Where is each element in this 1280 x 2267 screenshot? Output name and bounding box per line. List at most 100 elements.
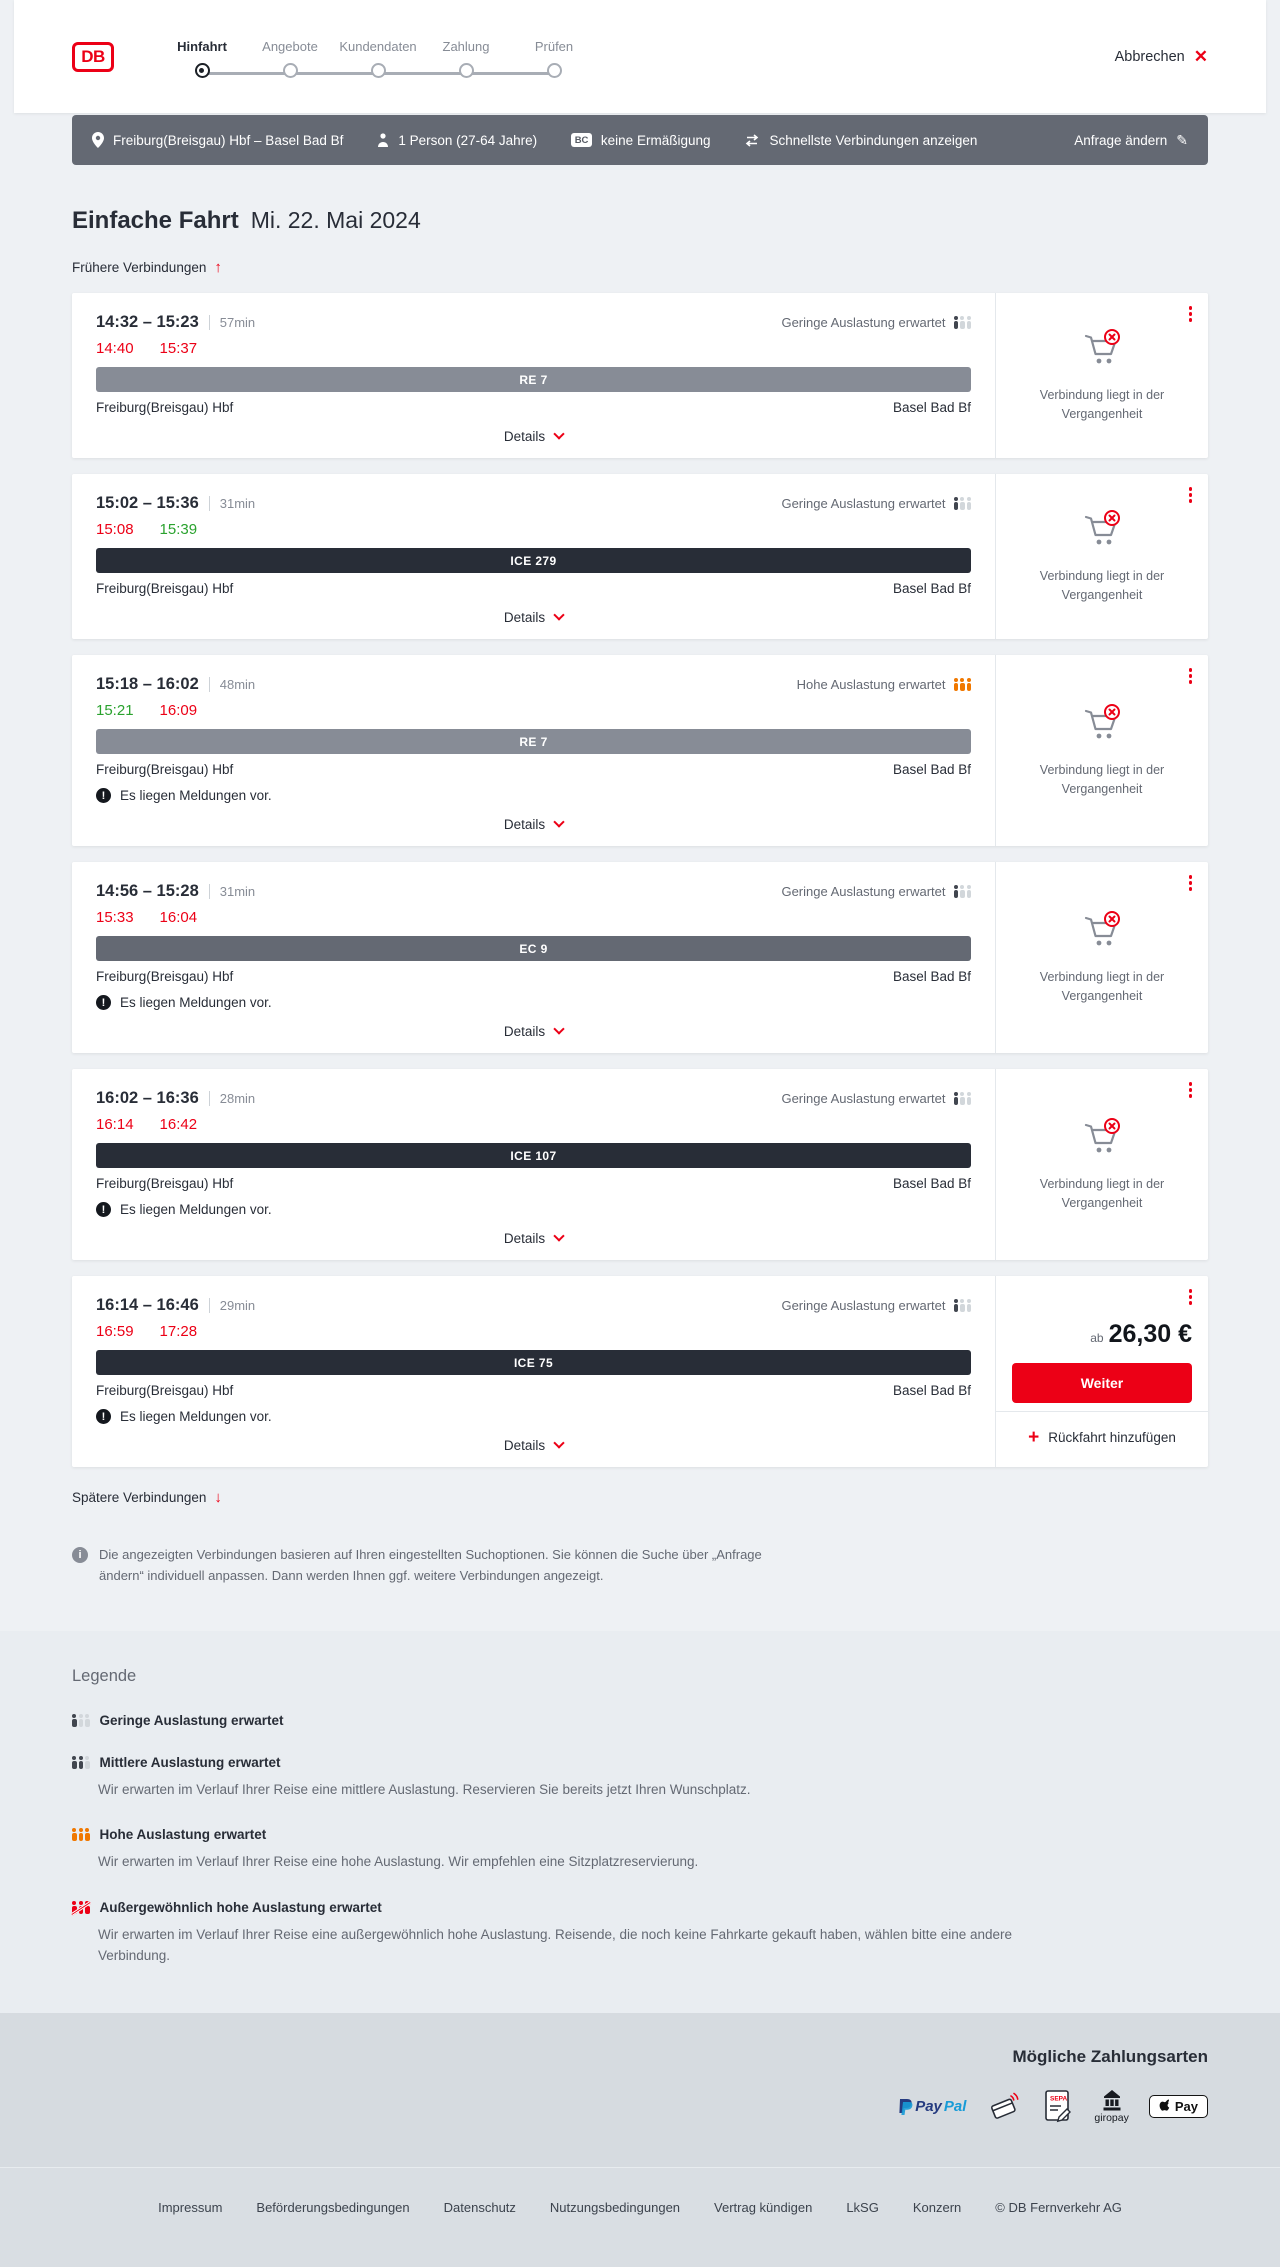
alert-icon: !: [96, 1202, 111, 1217]
top-header: DB Hinfahrt Angebote Kundendaten Zahlung…: [14, 0, 1266, 113]
connection-aside: Verbindung liegt in der Vergangenheit: [995, 862, 1208, 1053]
duration: 28min: [219, 1091, 256, 1106]
travelers-summary: 1 Person (27-64 Jahre): [377, 133, 537, 148]
arrow-down-icon: ↓: [214, 1489, 222, 1506]
add-return-button[interactable]: + Rückfahrt hinzufügen: [996, 1411, 1208, 1453]
earlier-connections-link[interactable]: Frühere Verbindungen ↑: [72, 259, 222, 276]
legend-title: Legende: [72, 1666, 137, 1685]
payment-methods: Pay Pal SEPA giropay Pay: [897, 2089, 1208, 2125]
footer-link-lksg[interactable]: LkSG: [846, 2199, 879, 2215]
connection-card: 16:14 – 16:46 29min Geringe Auslastung e…: [72, 1276, 1208, 1467]
connection-message: ! Es liegen Meldungen vor.: [96, 995, 971, 1010]
destination-station: Basel Bad Bf: [892, 581, 971, 596]
step-dot: [546, 63, 562, 78]
occupancy-indicator: Geringe Auslastung erwartet: [781, 315, 971, 330]
origin-station: Freiburg(Breisgau) Hbf: [96, 762, 234, 777]
more-options-icon[interactable]: [1188, 1289, 1192, 1305]
realtime-arrival: 15:37: [159, 340, 198, 357]
realtime-departure: 14:40: [96, 340, 134, 357]
edit-request-button[interactable]: Anfrage ändern ✎: [1074, 131, 1188, 148]
more-options-icon[interactable]: [1188, 306, 1192, 322]
step-angebote[interactable]: Angebote: [246, 39, 334, 78]
past-connection-note: Verbindung liegt in der Vergangenheit: [1039, 568, 1165, 602]
footer-link-impressum[interactable]: Impressum: [158, 2199, 223, 2215]
connection-card: 15:18 – 16:02 48min Hohe Auslastung erwa…: [72, 655, 1208, 846]
progress-steps: Hinfahrt Angebote Kundendaten Zahlung Pr…: [158, 39, 598, 78]
footer-copyright: © DB Fernverkehr AG: [995, 2199, 1122, 2215]
footer: Impressum Beförderungsbedingungen Datens…: [0, 2166, 1280, 2267]
planned-times: 14:32 – 15:23: [96, 313, 199, 331]
connection-card: 14:32 – 15:23 57min Geringe Auslastung e…: [72, 293, 1208, 458]
train-segment-bar: ICE 279: [96, 548, 971, 573]
legend-item: Mittlere Auslastung erwartet Wir erwarte…: [72, 1755, 1208, 1801]
realtime-times: 16:14 16:42: [96, 1116, 971, 1133]
search-options-note: i Die angezeigten Verbindungen basieren …: [72, 1545, 792, 1587]
occupancy-low-icon: [954, 1092, 972, 1105]
person-icon: [378, 133, 389, 147]
details-toggle[interactable]: Details: [96, 609, 971, 625]
details-toggle[interactable]: Details: [96, 1023, 971, 1039]
past-connection-note: Verbindung liegt in der Vergangenheit: [1039, 762, 1165, 796]
apple-pay-icon: Pay: [1148, 2095, 1208, 2119]
more-options-icon[interactable]: [1188, 875, 1192, 891]
page-title: Einfache Fahrt Mi. 22. Mai 2024: [72, 207, 1208, 235]
occupancy-low-icon: [954, 885, 972, 898]
details-toggle[interactable]: Details: [96, 816, 971, 832]
details-toggle[interactable]: Details: [96, 1230, 971, 1246]
step-dot: [370, 63, 386, 78]
trip-type: Einfache Fahrt: [72, 207, 239, 234]
footer-link-vertrag-kuendigen[interactable]: Vertrag kündigen: [714, 2199, 813, 2215]
occupancy-indicator: Geringe Auslastung erwartet: [781, 1298, 971, 1313]
destination-station: Basel Bad Bf: [892, 400, 971, 415]
step-dot-active: [194, 63, 210, 78]
discount-summary: BC keine Ermäßigung: [571, 133, 710, 148]
footer-link-nutzungsbedingungen[interactable]: Nutzungsbedingungen: [549, 2199, 681, 2215]
footer-link-befoerderungsbedingungen[interactable]: Beförderungsbedingungen: [256, 2199, 410, 2215]
realtime-times: 16:59 17:28: [96, 1323, 971, 1340]
realtime-times: 15:21 16:09: [96, 702, 971, 719]
chevron-down-icon: [553, 1437, 565, 1449]
price-amount: 26,30 €: [1108, 1320, 1192, 1348]
details-toggle[interactable]: Details: [96, 1437, 971, 1453]
connection-card: 15:02 – 15:36 31min Geringe Auslastung e…: [72, 474, 1208, 639]
occupancy-low-icon: [954, 1299, 972, 1312]
footer-link-datenschutz[interactable]: Datenschutz: [443, 2199, 516, 2215]
connection-message: ! Es liegen Meldungen vor.: [96, 788, 971, 803]
train-segment-bar: RE 7: [96, 729, 971, 754]
destination-station: Basel Bad Bf: [892, 1176, 971, 1191]
chevron-down-icon: [553, 428, 565, 440]
more-options-icon[interactable]: [1188, 1082, 1192, 1098]
connection-message: ! Es liegen Meldungen vor.: [96, 1409, 971, 1424]
continue-button[interactable]: Weiter: [1012, 1363, 1192, 1403]
past-connection-note: Verbindung liegt in der Vergangenheit: [1039, 1176, 1165, 1210]
planned-times: 16:02 – 16:36: [96, 1089, 199, 1107]
footer-link-konzern[interactable]: Konzern: [912, 2199, 962, 2215]
step-kundendaten[interactable]: Kundendaten: [334, 39, 422, 78]
step-hinfahrt[interactable]: Hinfahrt: [158, 39, 246, 78]
later-connections-link[interactable]: Spätere Verbindungen ↓: [72, 1489, 222, 1506]
details-toggle[interactable]: Details: [96, 428, 971, 444]
occupancy-indicator: Geringe Auslastung erwartet: [781, 884, 971, 899]
realtime-arrival: 17:28: [159, 1323, 198, 1340]
realtime-times: 15:08 15:39: [96, 521, 971, 538]
realtime-arrival: 16:04: [159, 909, 198, 926]
more-options-icon[interactable]: [1188, 668, 1192, 684]
alert-icon: !: [96, 1409, 111, 1424]
step-pruefen[interactable]: Prüfen: [510, 39, 598, 78]
connection-aside: Verbindung liegt in der Vergangenheit: [995, 1069, 1208, 1260]
origin-station: Freiburg(Breisgau) Hbf: [96, 581, 234, 596]
more-options-icon[interactable]: [1188, 487, 1192, 503]
svg-text:SEPA: SEPA: [1050, 2095, 1068, 2102]
realtime-times: 14:40 15:37: [96, 340, 971, 357]
legend-section: Legende Geringe Auslastung erwartet Mitt…: [0, 1630, 1280, 2013]
realtime-arrival: 15:39: [159, 521, 198, 538]
occupancy-indicator: Geringe Auslastung erwartet: [781, 1091, 971, 1106]
step-dot: [282, 63, 298, 78]
train-segment-bar: ICE 107: [96, 1143, 971, 1168]
origin-station: Freiburg(Breisgau) Hbf: [96, 400, 234, 415]
step-zahlung[interactable]: Zahlung: [422, 39, 510, 78]
connection-card: 14:56 – 15:28 31min Geringe Auslastung e…: [72, 862, 1208, 1053]
search-summary-bar: Freiburg(Breisgau) Hbf – Basel Bad Bf 1 …: [72, 115, 1208, 165]
cancel-button[interactable]: Abbrechen ✕: [1114, 46, 1208, 66]
destination-station: Basel Bad Bf: [892, 1383, 971, 1398]
